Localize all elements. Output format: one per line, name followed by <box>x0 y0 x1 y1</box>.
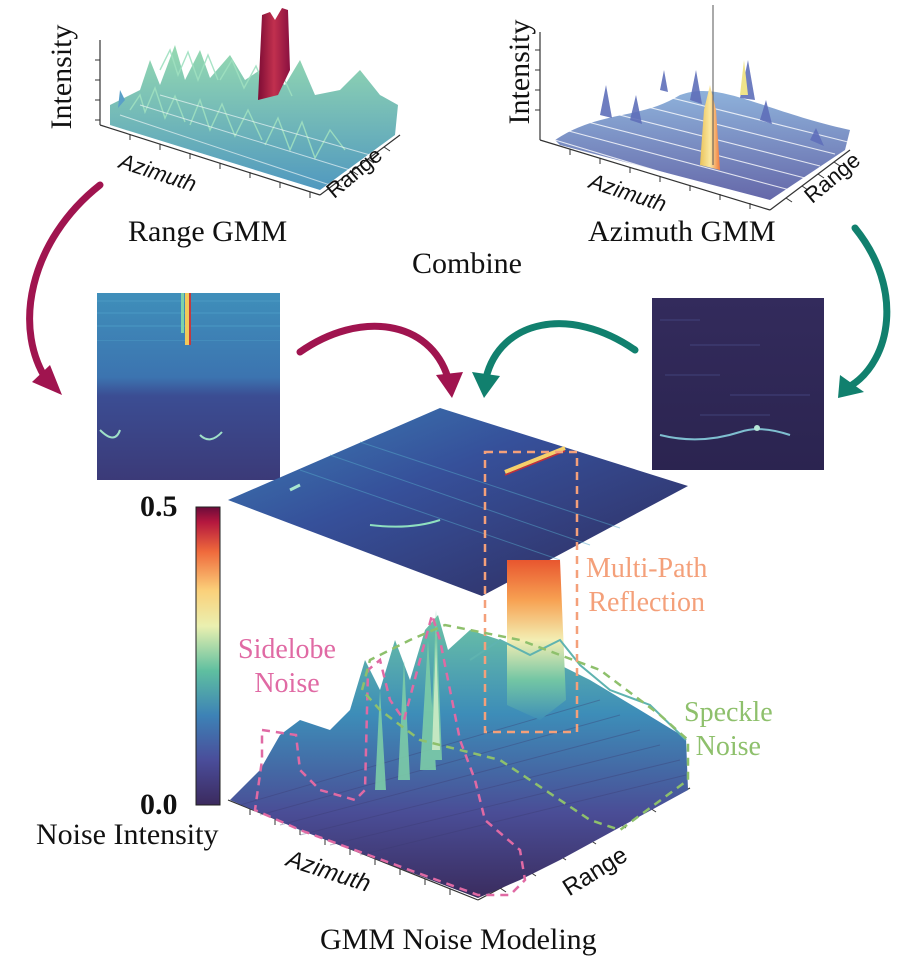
speckle-outline <box>360 623 690 832</box>
sidelobe-label-line2: Noise <box>254 668 320 699</box>
colorbar-title: Noise Intensity <box>36 818 219 851</box>
speckle-label-line1: Speckle <box>684 697 773 728</box>
multipath-outline <box>483 450 579 734</box>
range-heatmap <box>97 293 280 480</box>
range-gmm-caption: Range GMM <box>128 215 288 248</box>
colorbar-min-label: 0.0 <box>140 788 178 821</box>
combined-plane <box>228 408 688 596</box>
multipath-label-line1: Multi-Path <box>586 553 708 584</box>
multipath-label-line2: Reflection <box>588 587 705 618</box>
azimuth-gmm-y-label: Intensity <box>503 19 536 125</box>
range-arrow-left <box>26 181 104 395</box>
speckle-label: Speckle Noise <box>684 696 773 764</box>
range-gmm-y-label: Intensity <box>45 24 78 130</box>
noise-surface <box>227 560 691 901</box>
sidelobe-label-line1: Sidelobe <box>238 634 336 665</box>
main-caption: GMM Noise Modeling <box>320 923 597 956</box>
colorbar <box>195 506 221 806</box>
multipath-label: Multi-Path Reflection <box>586 552 707 620</box>
colorbar-max-label: 0.5 <box>140 490 178 523</box>
speckle-label-line2: Noise <box>695 731 761 762</box>
sidelobe-outline <box>253 610 527 897</box>
range-gmm-plot <box>95 8 401 198</box>
sidelobe-label: Sidelobe Noise <box>238 633 336 701</box>
azimuth-gmm-caption: Azimuth GMM <box>588 215 776 248</box>
azimuth-arrow-center <box>472 320 639 398</box>
azimuth-heatmap <box>652 298 824 470</box>
range-arrow-center <box>296 322 463 398</box>
azimuth-gmm-plot <box>535 5 851 211</box>
combine-label: Combine <box>412 247 522 280</box>
azimuth-arrow-right <box>838 224 891 398</box>
